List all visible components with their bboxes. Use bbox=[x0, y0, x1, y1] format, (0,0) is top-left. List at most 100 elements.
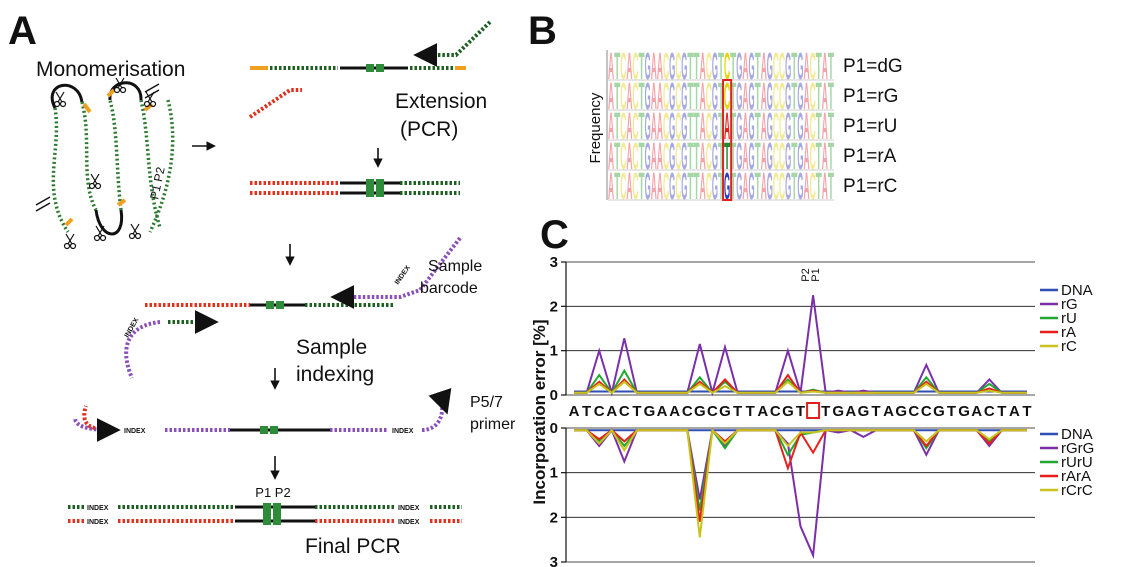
row-label: P1=dG bbox=[843, 56, 903, 77]
position-box bbox=[806, 402, 821, 419]
logo-letter: A bbox=[651, 166, 657, 208]
x-tick-label: A bbox=[757, 403, 768, 420]
step-label: Final PCR bbox=[305, 535, 401, 558]
logo-letter: G bbox=[645, 46, 651, 88]
logo-letter: G bbox=[748, 136, 754, 178]
x-tick-label: G bbox=[895, 403, 907, 420]
logo-letter: C bbox=[632, 136, 638, 178]
logo-letter: A bbox=[761, 106, 767, 148]
logo-letter: G bbox=[669, 46, 675, 88]
logo-letter: C bbox=[675, 136, 681, 178]
x-tick-label: G bbox=[719, 403, 731, 420]
logo-letter: T bbox=[816, 136, 822, 178]
logo-letter: T bbox=[694, 76, 700, 118]
logo-letter: G bbox=[712, 106, 718, 148]
logo-letter: G bbox=[767, 136, 773, 178]
logo-letter: T bbox=[755, 166, 761, 208]
step-label: Monomerisation bbox=[36, 58, 185, 81]
logo-letter: C bbox=[773, 106, 779, 148]
legend-label: rCrC bbox=[1061, 482, 1093, 499]
x-tick-label: T bbox=[821, 403, 830, 420]
logo-letter: C bbox=[663, 136, 669, 178]
logo-letter: C bbox=[724, 76, 730, 118]
logo-letter: C bbox=[779, 136, 785, 178]
logo-letter: G bbox=[681, 46, 687, 88]
logo-letter: G bbox=[767, 166, 773, 208]
logo-letter: G bbox=[736, 136, 742, 178]
logo-letter: A bbox=[803, 166, 809, 208]
x-tick-label: T bbox=[733, 403, 742, 420]
x-tick-label: T bbox=[947, 403, 956, 420]
logo-letter: A bbox=[700, 106, 706, 148]
logo-letter: T bbox=[730, 46, 736, 88]
logo-letter: G bbox=[645, 136, 651, 178]
logo-letter: A bbox=[657, 136, 663, 178]
legend-label: DNA bbox=[1061, 426, 1093, 443]
logo-letter: T bbox=[639, 136, 645, 178]
logo-letter: A bbox=[742, 46, 748, 88]
logo-letter: T bbox=[724, 136, 730, 178]
logo-letter: T bbox=[639, 46, 645, 88]
logo-letter: T bbox=[718, 46, 724, 88]
logo-letter: T bbox=[694, 106, 700, 148]
logo-letter: T bbox=[791, 76, 797, 118]
logo-letter: A bbox=[822, 136, 828, 178]
logo-letter: A bbox=[651, 106, 657, 148]
logo-letter: G bbox=[797, 136, 803, 178]
logo-letter: A bbox=[657, 166, 663, 208]
step-label: primer bbox=[470, 416, 516, 433]
logo-letter: T bbox=[639, 106, 645, 148]
extension-strands bbox=[248, 20, 492, 197]
index-tag: INDEX bbox=[87, 505, 109, 512]
logo-letter: T bbox=[718, 166, 724, 208]
logo-letter: A bbox=[700, 76, 706, 118]
logo-letter: A bbox=[803, 46, 809, 88]
x-tick-label: T bbox=[871, 403, 880, 420]
indexing-strands bbox=[73, 236, 462, 442]
x-tick-label: C bbox=[984, 403, 995, 420]
legend-label: rG bbox=[1061, 296, 1078, 313]
logo-letter: A bbox=[803, 136, 809, 178]
x-tick-label: T bbox=[796, 403, 805, 420]
logo-letter: T bbox=[687, 136, 693, 178]
logo-letter: G bbox=[797, 166, 803, 208]
logo-letter: A bbox=[761, 136, 767, 178]
x-tick-label: C bbox=[707, 403, 718, 420]
logo-letter: T bbox=[828, 76, 834, 118]
logo-letter: G bbox=[669, 136, 675, 178]
logo-letter: T bbox=[614, 136, 620, 178]
y-tick-label: 2 bbox=[550, 298, 558, 315]
x-tick-label: C bbox=[908, 403, 919, 420]
series-line bbox=[574, 427, 1027, 538]
logo-letter: T bbox=[828, 106, 834, 148]
y-tick-label: 1 bbox=[550, 465, 558, 482]
logo-letter: C bbox=[810, 136, 816, 178]
logo-letter: T bbox=[694, 166, 700, 208]
loop-diagram bbox=[35, 77, 175, 250]
x-tick-label: G bbox=[644, 403, 656, 420]
logo-letter: C bbox=[620, 46, 626, 88]
step-label: Sample bbox=[296, 336, 367, 359]
logo-letter: T bbox=[730, 106, 736, 148]
logo-letter: T bbox=[718, 136, 724, 178]
logo-letter: G bbox=[767, 106, 773, 148]
logo-letter: G bbox=[645, 76, 651, 118]
x-tick-label: G bbox=[694, 403, 706, 420]
step-label: Sample bbox=[428, 258, 482, 275]
step-label: indexing bbox=[296, 363, 374, 386]
logo-letter: T bbox=[614, 76, 620, 118]
y-tick-label: 0 bbox=[550, 387, 558, 404]
logo-letter: T bbox=[614, 166, 620, 208]
logo-letter: C bbox=[810, 46, 816, 88]
x-tick-label: T bbox=[582, 403, 591, 420]
logo-letter: A bbox=[608, 46, 614, 88]
logo-letter: T bbox=[816, 106, 822, 148]
logo-letter: C bbox=[706, 76, 712, 118]
logo-letter: A bbox=[803, 106, 809, 148]
logo-letter: C bbox=[675, 106, 681, 148]
logo-letter: C bbox=[620, 166, 626, 208]
panel-a: A Monomerisation P1 P2 bbox=[8, 9, 516, 558]
logo-letter: A bbox=[742, 76, 748, 118]
logo-letter: A bbox=[761, 166, 767, 208]
